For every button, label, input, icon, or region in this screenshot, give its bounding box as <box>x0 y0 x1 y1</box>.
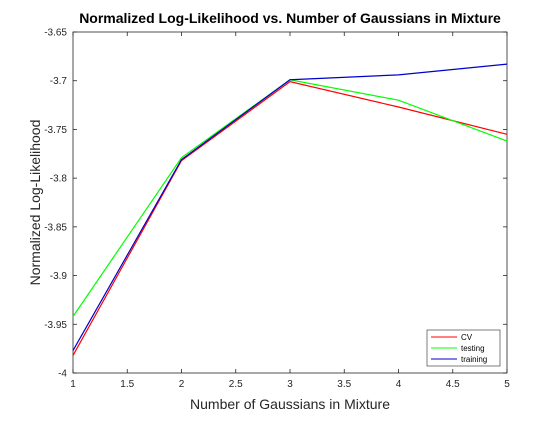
y-tick-label: -3.8 <box>50 174 68 185</box>
legend: CV testing training <box>427 330 500 366</box>
x-tick-label: 2 <box>179 379 185 390</box>
plot-area <box>73 32 507 373</box>
x-tick-label: 1.5 <box>120 379 134 390</box>
x-tick-label: 4 <box>396 379 402 390</box>
y-axis-label: Normalized Log-Likelihood <box>27 120 43 286</box>
y-tick-label: -3.65 <box>44 28 67 39</box>
x-tick-label: 3 <box>287 379 293 390</box>
legend-label: CV <box>461 333 473 342</box>
y-tick-label: -3.95 <box>44 320 67 331</box>
x-tick-label: 2.5 <box>229 379 243 390</box>
y-tick-label: -4 <box>58 369 67 380</box>
x-tick-label: 3.5 <box>337 379 351 390</box>
x-axis-label: Number of Gaussians in Mixture <box>190 396 390 412</box>
y-tick-label: -3.9 <box>50 271 68 282</box>
chart-title: Normalized Log-Likelihood vs. Number of … <box>79 10 501 26</box>
y-tick-label: -3.75 <box>44 125 67 136</box>
y-tick-label: -3.7 <box>50 76 68 87</box>
legend-label: training <box>461 355 487 364</box>
x-tick-label: 4.5 <box>446 379 460 390</box>
y-tick-label: -3.85 <box>44 222 67 233</box>
x-tick-label: 1 <box>70 379 76 390</box>
x-tick-label: 5 <box>504 379 510 390</box>
legend-label: testing <box>461 344 485 353</box>
